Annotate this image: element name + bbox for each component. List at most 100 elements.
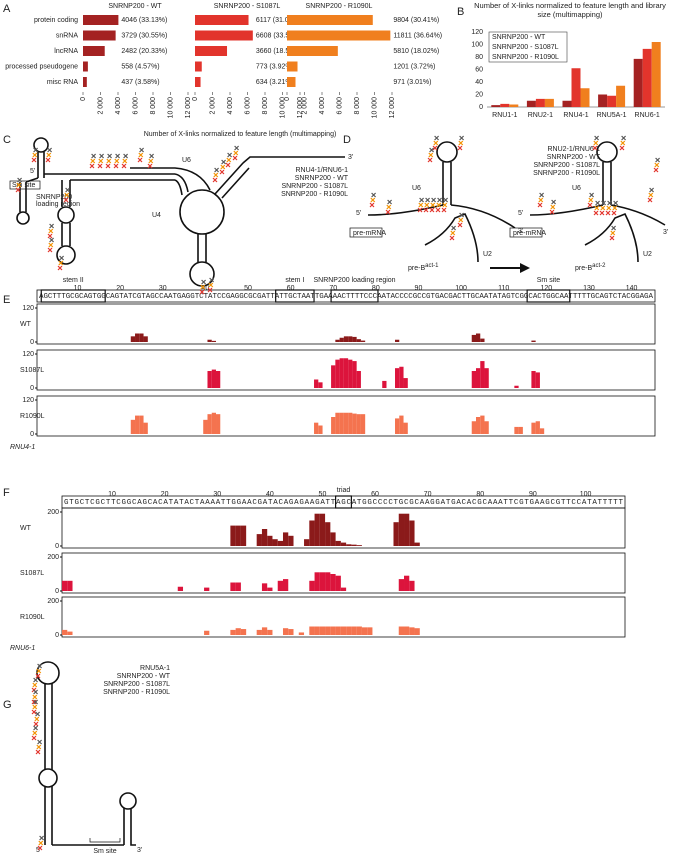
- crosslink-marker: [594, 205, 600, 211]
- y-tick-label: 120: [471, 29, 483, 36]
- coverage-bar: [514, 385, 519, 388]
- bar: [616, 85, 626, 107]
- crosslink-marker: [450, 230, 456, 236]
- value-label: 558 (4.57%): [121, 63, 159, 70]
- crosslink-marker: [610, 230, 616, 236]
- crosslink-marker: [147, 163, 153, 169]
- panel-label: F: [3, 487, 10, 499]
- coverage-bar: [62, 580, 68, 591]
- crosslink-marker: [417, 207, 423, 213]
- legend-entry: RNU5A-1: [140, 665, 170, 672]
- crosslink-marker: [107, 153, 113, 159]
- coverage-bar: [398, 626, 405, 635]
- coverage-bar: [207, 371, 212, 388]
- coverage-bar: [535, 372, 540, 388]
- coverage-bar: [256, 534, 262, 546]
- coverage-bar: [204, 587, 210, 591]
- crosslink-marker: [648, 192, 654, 198]
- coverage-bar: [395, 368, 400, 388]
- structure-d: [349, 141, 666, 273]
- x-tick-label: RNU1-1: [492, 112, 517, 119]
- coverage-bar: [351, 544, 357, 546]
- crosslink-marker: [212, 177, 218, 183]
- coverage-bar: [62, 629, 68, 635]
- series-title: SNRNP200 - R1090L: [306, 3, 373, 10]
- crosslink-marker: [647, 197, 653, 203]
- crosslink-marker: [588, 197, 594, 203]
- coverage-bar: [480, 338, 485, 342]
- coverage-bar: [139, 415, 144, 434]
- crosslink-marker: [46, 152, 52, 158]
- position-tick-label: 100: [580, 491, 592, 498]
- bar: [526, 100, 536, 107]
- crosslink-marker: [443, 197, 449, 203]
- coverage-bar: [130, 336, 136, 342]
- legend-box: [488, 31, 568, 63]
- category-label: misc RNA: [47, 79, 78, 86]
- coverage-bar: [348, 336, 353, 342]
- crosslink-marker: [33, 689, 39, 695]
- legend-entry: SNRNP200 - S1087L: [103, 681, 170, 688]
- crosslink-marker: [370, 197, 376, 203]
- y-tick-label: 0: [55, 632, 59, 639]
- state-sup: act-1: [425, 263, 439, 269]
- coverage-bar: [340, 587, 347, 591]
- structure-label: loading region: [36, 201, 80, 208]
- structure-label: SNRNP200: [36, 194, 72, 201]
- coverage-bar: [393, 522, 399, 546]
- coverage-bar: [314, 422, 319, 434]
- crosslink-marker: [49, 237, 55, 243]
- structure-label: U6: [572, 185, 581, 192]
- crosslink-marker: [137, 157, 143, 163]
- coverage-bar: [395, 339, 400, 342]
- coverage-bar: [403, 422, 408, 434]
- legend-entry: SNRNP200 - WT: [117, 673, 171, 680]
- crosslink-marker: [207, 287, 213, 293]
- y-tick-label: 0: [30, 385, 34, 392]
- coverage-bar: [277, 580, 283, 591]
- crosslink-marker: [457, 222, 463, 228]
- coverage-bar: [335, 359, 340, 388]
- coverage-bar: [177, 586, 184, 591]
- crosslink-marker: [32, 694, 38, 700]
- crosslink-marker: [429, 207, 435, 213]
- coverage-bar: [207, 414, 212, 434]
- coverage-bar: [130, 419, 136, 434]
- crosslink-marker: [35, 749, 41, 755]
- coverage-bar: [340, 542, 347, 546]
- crosslink-marker: [39, 835, 45, 841]
- coverage-bar: [330, 532, 336, 546]
- coverage-bar: [531, 422, 536, 434]
- value-label: 2482 (20.33%): [121, 48, 167, 55]
- crosslink-marker: [437, 197, 443, 203]
- bar: [83, 77, 87, 87]
- crosslink-marker: [36, 668, 42, 674]
- crosslink-marker: [114, 158, 120, 164]
- crosslink-marker: [233, 150, 239, 156]
- coverage-bar: [256, 629, 262, 635]
- value-label: 6608 (33.52%): [256, 32, 302, 39]
- legend-entry: SNRNP200 - WT: [295, 175, 349, 182]
- legend-entry: RNU2-1/RNU6-1: [547, 146, 600, 153]
- crosslink-marker: [47, 233, 53, 239]
- crosslink-marker: [432, 145, 438, 151]
- x-tick-label: 8 000: [354, 97, 361, 115]
- crosslink-marker: [386, 204, 392, 210]
- crosslink-marker: [435, 207, 441, 213]
- annotation-label: stem I: [285, 277, 304, 284]
- crosslink-marker: [607, 200, 613, 206]
- coverage-bar: [309, 626, 315, 635]
- crosslink-marker: [45, 157, 51, 163]
- crosslink-marker: [458, 140, 464, 146]
- coverage-bar: [403, 378, 408, 388]
- annotation-box: [40, 289, 106, 303]
- track-box: [36, 349, 656, 391]
- crosslink-marker: [612, 205, 618, 211]
- position-tick-label: 10: [108, 491, 116, 498]
- track-label: R1090L: [20, 413, 45, 420]
- coverage-bar: [339, 337, 344, 342]
- coverage-bar: [230, 582, 236, 591]
- position-tick-label: 30: [213, 491, 221, 498]
- coverage-bar: [356, 626, 362, 635]
- crosslink-marker: [31, 735, 37, 741]
